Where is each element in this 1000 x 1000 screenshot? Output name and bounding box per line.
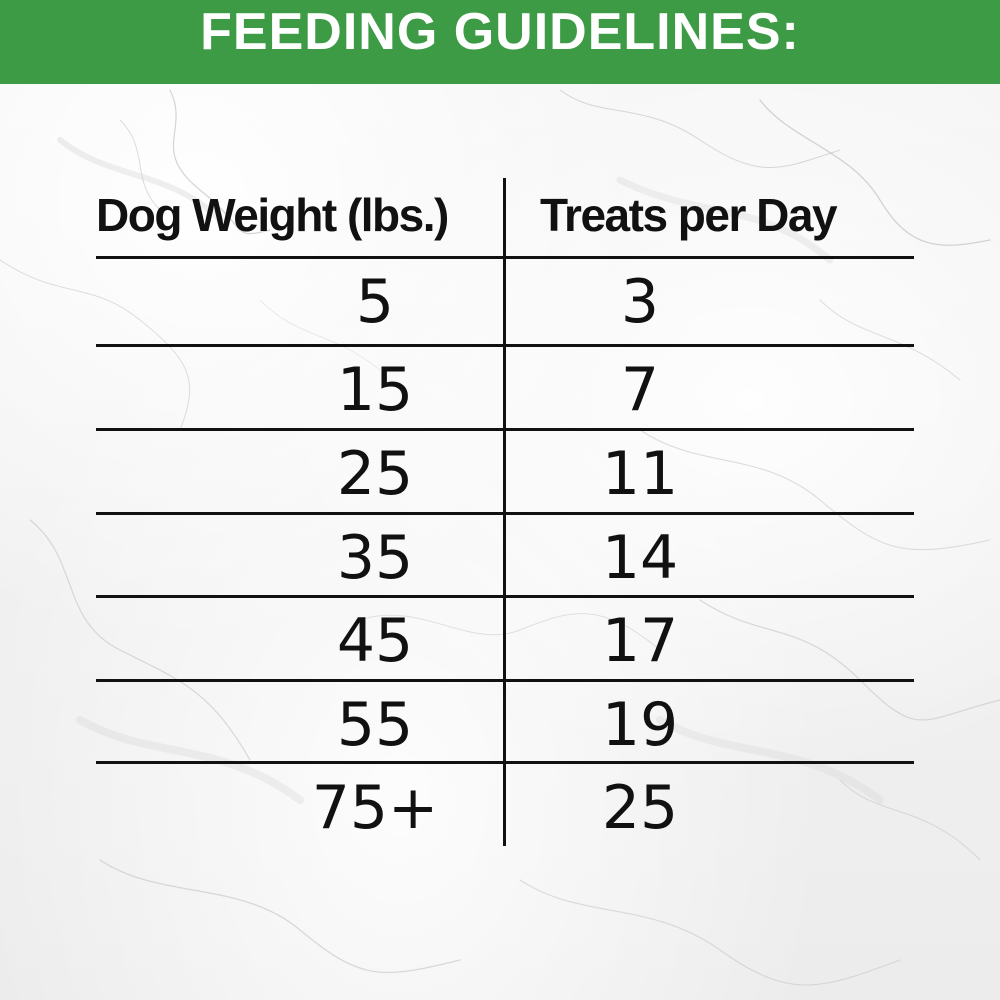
table-cell-treats: 19 <box>601 690 679 760</box>
row-divider <box>96 595 914 598</box>
table-cell-weight: 5 <box>355 267 395 337</box>
table-cell-weight: 35 <box>336 523 414 593</box>
table-cell-treats: 3 <box>620 267 660 337</box>
table-cell-weight: 55 <box>336 690 414 760</box>
table-cell-treats: 17 <box>601 606 679 676</box>
table-cell-treats: 14 <box>601 523 679 593</box>
header-banner: FEEDING GUIDELINES: <box>0 0 1000 84</box>
table-cell-weight: 45 <box>336 606 414 676</box>
table-cell-treats: 25 <box>601 773 679 843</box>
table-cell-treats: 7 <box>620 355 660 425</box>
row-divider <box>96 512 914 515</box>
table-cell-weight: 25 <box>336 439 414 509</box>
row-divider <box>96 679 914 682</box>
table-cell-weight: 75+ <box>311 773 439 843</box>
row-divider <box>96 428 914 431</box>
page-title: FEEDING GUIDELINES: <box>200 3 800 61</box>
column-header-dog-weight: Dog Weight (lbs.) <box>96 189 449 241</box>
row-divider <box>96 256 914 259</box>
column-header-treats-per-day: Treats per Day <box>540 189 838 241</box>
row-divider <box>96 344 914 347</box>
row-divider <box>96 761 914 764</box>
table-cell-weight: 15 <box>336 355 414 425</box>
table-cell-treats: 11 <box>601 439 679 509</box>
